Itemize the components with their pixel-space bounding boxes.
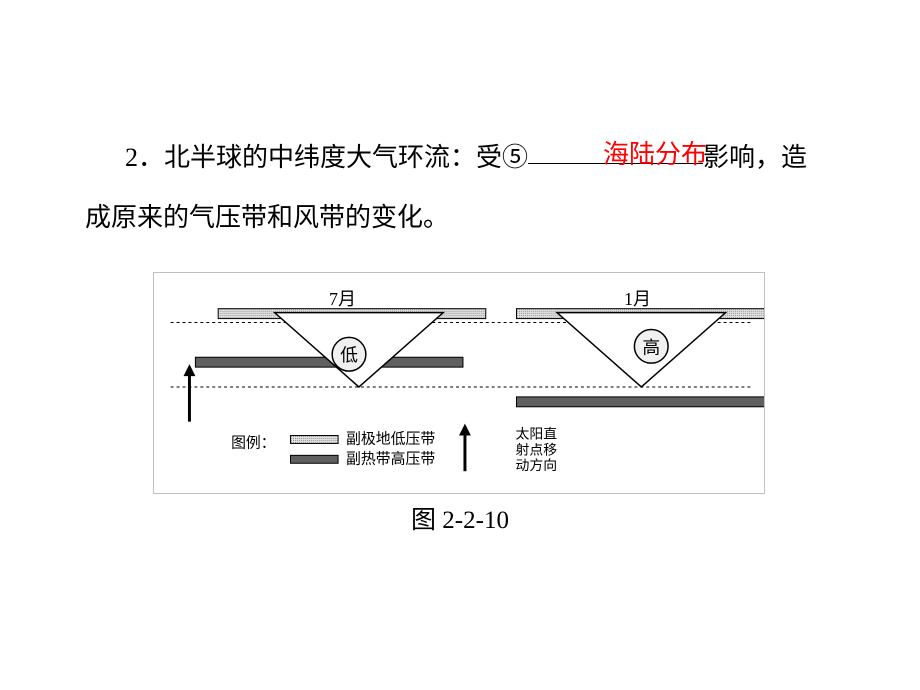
sun-text-3: 动方向 <box>515 458 557 474</box>
diagram-container: 7月 1月 低 <box>153 272 765 494</box>
legend-bar-2 <box>291 455 339 463</box>
jan-bottom-bar <box>516 397 764 407</box>
sun-text-2: 射点移 <box>515 442 557 458</box>
jan-label: 1月 <box>624 285 651 311</box>
circled-number: ⑤ <box>502 143 528 172</box>
diagram-inner: 7月 1月 低 <box>154 273 764 493</box>
legend-bar-1 <box>291 436 339 444</box>
middle-arrow-head <box>459 424 471 436</box>
low-text: 低 <box>340 345 358 365</box>
legend-label: 图例： <box>231 434 276 451</box>
answer-text: 海陆分布 <box>603 125 707 185</box>
sun-text-1: 太阳直 <box>515 425 557 442</box>
left-arrow-head <box>184 364 196 376</box>
figure-caption: 图 2-2-10 <box>0 500 920 536</box>
text-part1: 2．北半球的中纬度大气环流：受 <box>125 143 502 172</box>
text-line-2: 成原来的气压带和风带的变化。 <box>85 188 870 248</box>
legend-text-2: 副热带高压带 <box>346 450 435 467</box>
legend-text-1: 副极地低压带 <box>346 430 435 447</box>
text-part2: 影响，造 <box>703 143 807 172</box>
diagram-svg: 低 高 图例： 副极地低压带 副热带高压带 <box>154 273 764 493</box>
question-text: 2．北半球的中纬度大气环流：受⑤ 影响，造 海陆分布 成原来的气压带和风带的变化。 <box>85 128 870 248</box>
july-label: 7月 <box>329 285 356 311</box>
text-line-1: 2．北半球的中纬度大气环流：受⑤ 影响，造 海陆分布 <box>125 128 870 188</box>
high-text: 高 <box>642 337 660 357</box>
